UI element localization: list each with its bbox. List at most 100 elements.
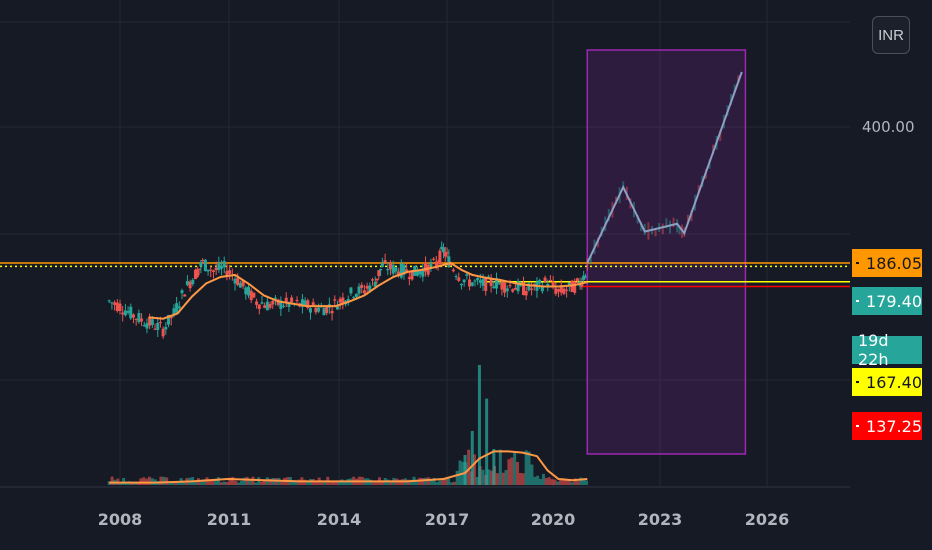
candle-body — [131, 314, 135, 318]
candle-body — [402, 264, 406, 275]
volume-ma-line — [109, 450, 588, 484]
volume-bar — [173, 481, 177, 485]
candle-body — [538, 279, 542, 284]
candle-body — [126, 310, 130, 313]
candle-body — [263, 305, 267, 308]
candle-body — [386, 269, 390, 271]
volume-bar — [585, 480, 589, 485]
candle-body — [407, 277, 411, 279]
candle-body — [265, 301, 269, 311]
volume-bar — [372, 482, 376, 485]
candle-body — [532, 283, 536, 286]
volume-bar — [521, 473, 525, 485]
projection-path-line — [586, 71, 743, 264]
volume-bar — [556, 481, 560, 485]
candle-body — [309, 308, 313, 313]
volume-bar — [562, 478, 566, 485]
candle-body — [188, 281, 192, 289]
candle-body — [492, 286, 496, 289]
candle-body — [583, 276, 587, 278]
volume-bar — [334, 480, 338, 485]
candle-body — [354, 293, 358, 298]
volume-bar — [415, 479, 419, 485]
candle-body — [167, 314, 171, 325]
candle-body — [434, 261, 438, 267]
volume-bar — [472, 454, 476, 485]
candle-body — [110, 302, 114, 304]
candle-body — [268, 304, 272, 308]
candle-body — [191, 279, 195, 285]
candle-body — [228, 270, 232, 274]
candle-body — [148, 316, 152, 326]
candle-body — [377, 270, 381, 276]
volume-bar — [458, 460, 462, 485]
candle-body — [513, 287, 517, 290]
candle-body — [380, 263, 384, 267]
volume-bar — [176, 481, 180, 485]
candle-body — [508, 285, 512, 287]
candle-body — [290, 297, 294, 303]
candle-body — [300, 299, 304, 307]
volume-bar — [564, 480, 568, 485]
volume-bar — [467, 449, 471, 485]
x-tick-label: 2008 — [97, 510, 143, 529]
projection-candle — [676, 219, 679, 233]
candle-body — [521, 282, 525, 295]
volume-spike — [470, 431, 474, 485]
candle-body — [284, 297, 288, 302]
candle-body — [158, 322, 162, 324]
volume-bar — [110, 476, 114, 485]
candle-body — [424, 262, 428, 272]
projection-rect — [586, 49, 747, 455]
volume-bar — [245, 476, 249, 485]
candle-body — [486, 276, 490, 278]
volume-bar — [498, 449, 502, 485]
volume-bar — [257, 477, 261, 485]
volume-spike — [485, 398, 489, 485]
candle-body — [421, 268, 425, 277]
volume-spike — [463, 455, 467, 485]
bar-countdown-label: 19d 22h — [852, 331, 922, 369]
candle-body — [247, 286, 251, 296]
candle-body — [145, 323, 149, 329]
candle-body — [365, 285, 369, 289]
volume-bar — [294, 480, 298, 485]
volume-bar — [544, 478, 548, 485]
candle-body — [214, 267, 218, 271]
candle-body — [287, 302, 291, 307]
volume-bar — [320, 482, 324, 485]
volume-bar — [481, 469, 485, 485]
candle-body — [559, 285, 563, 293]
volume-bar — [211, 480, 215, 485]
candle-body — [476, 278, 480, 281]
volume-bar — [490, 470, 494, 485]
candle-body — [203, 259, 207, 272]
volume-bar — [513, 452, 517, 485]
candle-body — [333, 299, 337, 301]
candle-body — [156, 322, 160, 330]
volume-spike — [477, 365, 481, 485]
candle-body — [557, 289, 561, 292]
candle-body — [220, 265, 224, 269]
volume-bar — [119, 482, 123, 485]
volume-bar — [432, 477, 436, 485]
candle-body — [129, 306, 133, 319]
x-tick-label: 2023 — [637, 510, 683, 529]
volume-bar — [444, 478, 448, 485]
candle-body — [201, 259, 205, 262]
candle-body — [454, 276, 458, 278]
currency-button[interactable]: INR — [872, 16, 910, 54]
candle-body — [346, 298, 350, 302]
candle-body — [357, 286, 361, 294]
volume-bar — [559, 478, 563, 485]
candle-body — [554, 288, 558, 294]
candle-body — [445, 252, 449, 254]
volume-bar — [487, 469, 491, 485]
volume-bar — [170, 481, 174, 485]
candle-body — [360, 284, 364, 288]
candle-body — [185, 281, 189, 286]
candle-body — [500, 281, 504, 290]
candles — [107, 75, 740, 339]
projection-box — [586, 49, 747, 455]
